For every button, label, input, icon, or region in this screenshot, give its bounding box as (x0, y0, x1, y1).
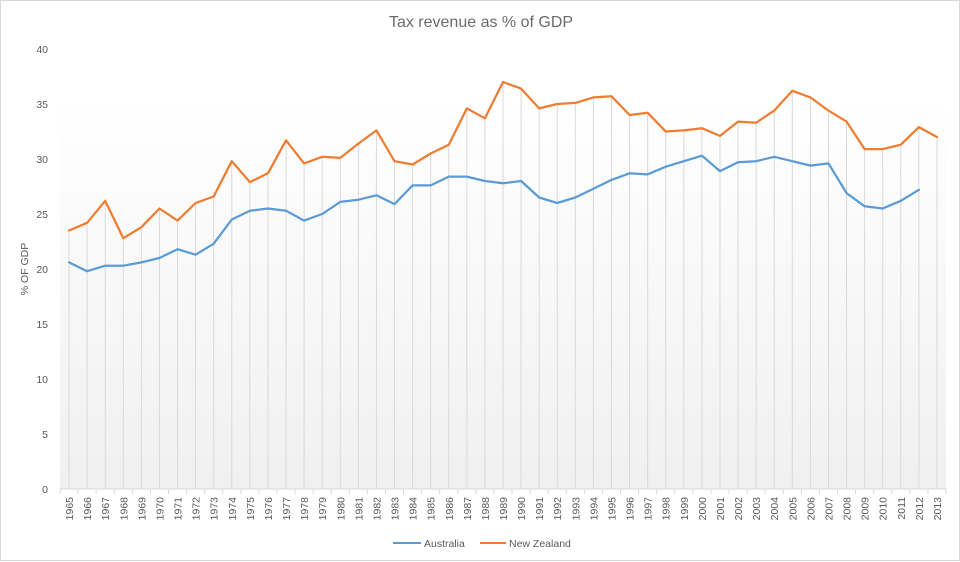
y-tick-label: 0 (42, 484, 48, 496)
x-tick-label: 1975 (245, 497, 257, 521)
legend: Australia New Zealand (393, 538, 571, 550)
x-tick-label: 1968 (118, 497, 130, 521)
x-tick-label: 2008 (842, 497, 854, 521)
chart-title: Tax revenue as % of GDP (389, 14, 573, 31)
legend-label-australia: Australia (424, 538, 465, 550)
x-tick-label: 1976 (263, 497, 275, 521)
x-tick-label: 1982 (371, 497, 383, 521)
x-tick-label: 2006 (805, 497, 817, 521)
x-tick-label: 1989 (498, 497, 510, 521)
x-tick-label: 1993 (570, 497, 582, 521)
x-tick-label: 1980 (335, 497, 347, 521)
x-tick-label: 2007 (823, 497, 835, 521)
x-tick-label: 1981 (353, 497, 365, 521)
x-tick-label: 1999 (679, 497, 691, 521)
legend-item-new-zealand[interactable]: New Zealand (480, 538, 571, 550)
x-tick-label: 2002 (733, 497, 745, 521)
x-tick-label: 1996 (625, 497, 637, 521)
legend-item-australia[interactable]: Australia (393, 538, 465, 550)
x-tick-label: 1997 (643, 497, 655, 521)
x-tick-label: 2012 (914, 497, 926, 521)
x-tick-label: 2005 (787, 497, 799, 521)
x-tick-label: 2000 (697, 497, 709, 521)
x-tick-label: 1987 (462, 497, 474, 521)
y-tick-label: 5 (42, 429, 48, 441)
y-axis-ticks: 0 5 10 15 20 25 30 35 40 (36, 44, 48, 496)
x-tick-label: 1986 (444, 497, 456, 521)
x-tick-label: 1970 (154, 497, 166, 521)
x-tick-label: 1991 (534, 497, 546, 521)
x-tick-label: 2010 (878, 497, 890, 521)
x-tick-label: 1974 (227, 497, 239, 521)
x-tick-label: 2011 (896, 497, 908, 520)
y-tick-label: 20 (36, 264, 48, 276)
x-tick-label: 2001 (715, 497, 727, 521)
y-tick-label: 25 (36, 209, 48, 221)
x-tick-label: 1983 (390, 497, 402, 521)
y-tick-label: 35 (36, 99, 48, 111)
y-tick-label: 10 (36, 374, 48, 386)
x-tick-label: 1966 (82, 497, 94, 521)
x-tick-label: 1994 (588, 497, 600, 521)
x-tick-label: 1971 (173, 497, 185, 521)
x-tick-label: 1967 (100, 497, 112, 521)
x-tick-label: 1973 (209, 497, 221, 521)
x-tick-label: 1985 (426, 497, 438, 521)
x-tick-label: 1972 (191, 497, 203, 521)
x-tick-label: 1977 (281, 497, 293, 521)
y-tick-label: 15 (36, 319, 48, 331)
y-tick-label: 40 (36, 44, 48, 56)
x-tick-label: 1988 (480, 497, 492, 521)
x-tick-label: 2013 (932, 497, 944, 521)
x-tick-label: 1984 (408, 497, 420, 521)
y-axis-label: % OF GDP (19, 243, 31, 296)
x-tick-label: 1990 (516, 497, 528, 521)
x-tick-label: 1992 (552, 497, 564, 521)
x-tick-label: 1969 (136, 497, 148, 521)
x-tick-label: 1998 (661, 497, 673, 521)
x-tick-label: 1995 (606, 497, 618, 521)
x-tick-label: 1979 (317, 497, 329, 521)
x-tick-label: 2009 (860, 497, 872, 521)
y-tick-label: 30 (36, 154, 48, 166)
x-axis-ticks: 1965 1966 1967 1968 1969 1970 1971 1972 1973 1974… (60, 489, 946, 520)
legend-label-new-zealand: New Zealand (509, 538, 571, 550)
x-tick-label: 2004 (769, 497, 781, 521)
x-tick-label: 2003 (751, 497, 763, 521)
x-tick-label: 1978 (299, 497, 311, 521)
x-tick-label: 1965 (64, 497, 76, 521)
